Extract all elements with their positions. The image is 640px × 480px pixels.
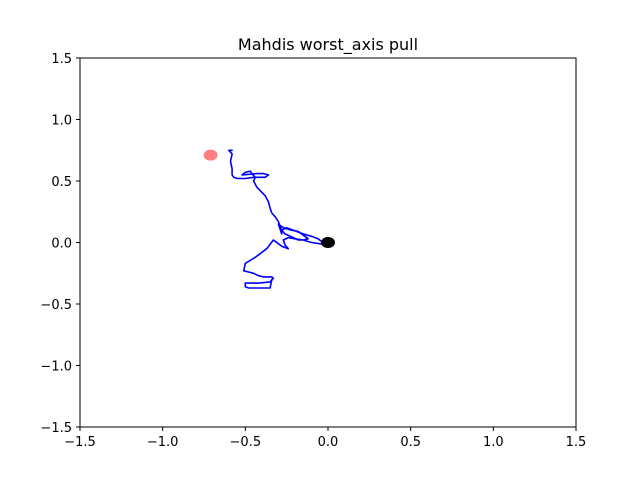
chart-title: Mahdis worst_axis pull	[238, 35, 418, 55]
y-tick-label: 1.5	[51, 52, 72, 67]
y-tick-label: −1.5	[40, 421, 72, 436]
x-tick-label: 1.0	[483, 435, 504, 450]
x-tick-label: 0.5	[400, 435, 421, 450]
axis-ticks: −1.5 −1.0 −0.5 0.0 0.5 1.0 1.5 −1.5 −1.0 −0.5 0.0 0…	[40, 52, 586, 450]
y-tick-label: 0.0	[51, 237, 72, 252]
y-tick-label: 1.0	[51, 114, 72, 129]
y-tick-label: −0.5	[40, 298, 72, 313]
x-tick-label: −1.5	[64, 435, 96, 450]
x-tick-label: 1.5	[566, 435, 587, 450]
x-tick-label: 0.0	[318, 435, 339, 450]
target-marker	[203, 149, 218, 161]
plot-area	[203, 149, 335, 289]
y-tick-label: 0.5	[51, 175, 72, 190]
trajectory-line	[228, 149, 329, 289]
origin-marker	[321, 237, 335, 248]
x-tick-label: −1.0	[147, 435, 179, 450]
x-tick-label: −0.5	[230, 435, 262, 450]
y-tick-label: −1.0	[40, 360, 72, 375]
